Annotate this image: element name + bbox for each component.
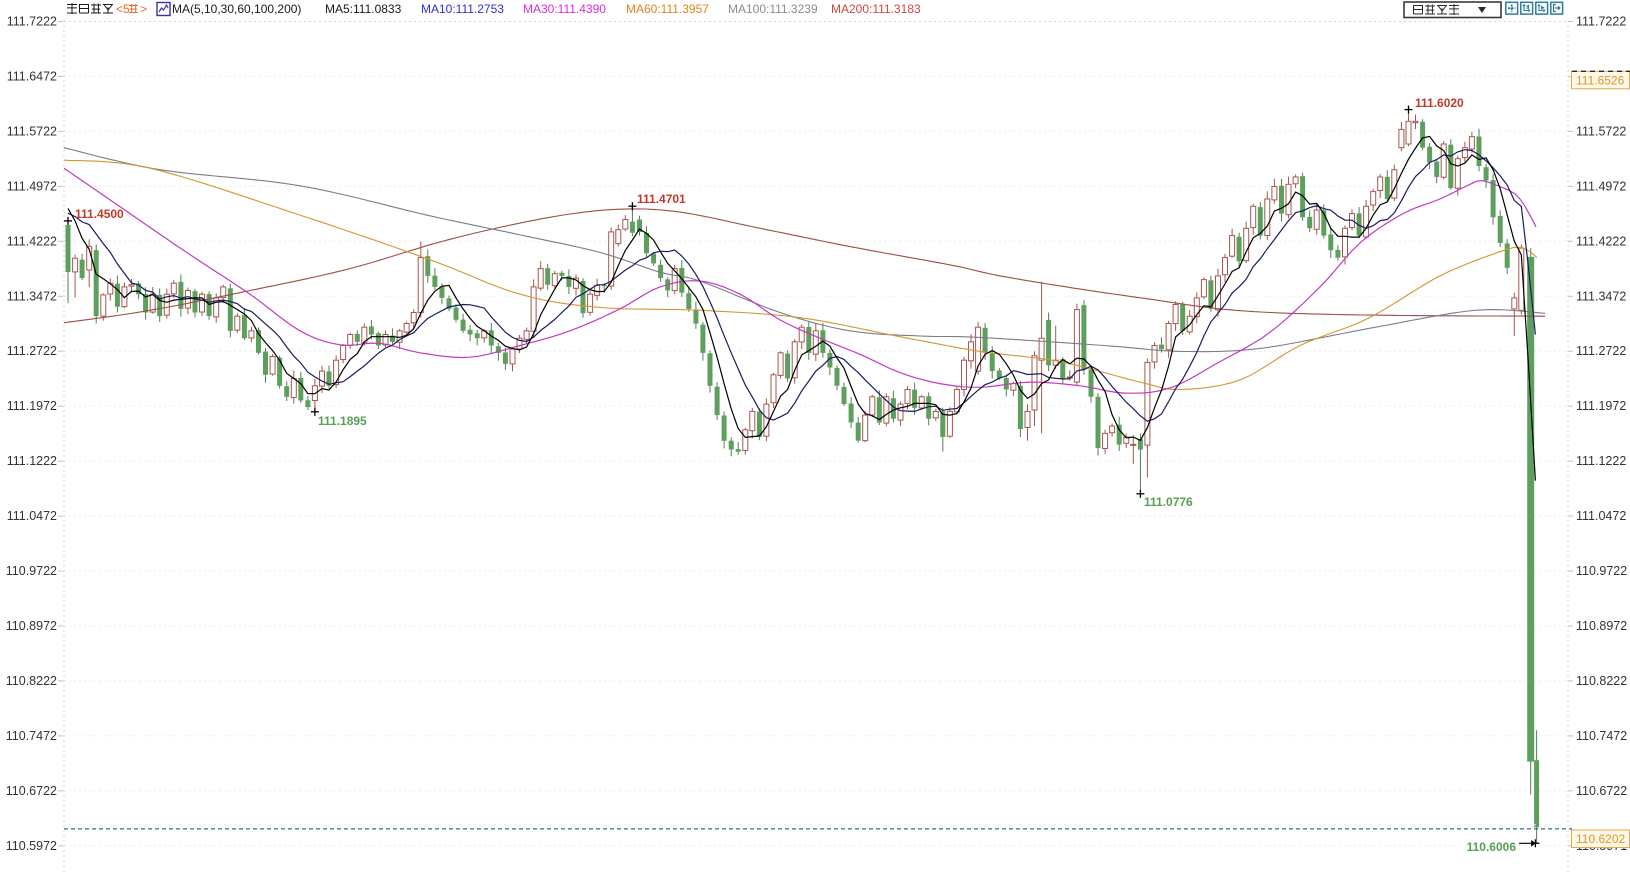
svg-text:110.8972: 110.8972 — [1576, 619, 1627, 633]
svg-text:111.0472: 111.0472 — [7, 509, 57, 523]
svg-text:111.4222: 111.4222 — [7, 234, 57, 248]
svg-text:MA200:111.3183: MA200:111.3183 — [831, 2, 921, 16]
svg-text:111.4701: 111.4701 — [637, 192, 686, 206]
svg-text:110.9722: 110.9722 — [6, 564, 57, 578]
svg-text:110.5972: 110.5972 — [6, 839, 57, 853]
svg-text:111.2722: 111.2722 — [1576, 344, 1626, 358]
svg-text:110.6722: 110.6722 — [1576, 784, 1627, 798]
svg-text:110.6006: 110.6006 — [1467, 840, 1517, 854]
svg-text:>: > — [140, 2, 147, 16]
svg-text:111.1972: 111.1972 — [1576, 399, 1626, 413]
svg-text:110.8222: 110.8222 — [6, 674, 57, 688]
svg-text:110.6202: 110.6202 — [1576, 832, 1625, 846]
svg-text:MA60:111.3957: MA60:111.3957 — [626, 2, 709, 16]
svg-text:111.4972: 111.4972 — [7, 179, 57, 193]
svg-text:111.6526: 111.6526 — [1576, 73, 1625, 87]
svg-text:111.7222: 111.7222 — [7, 15, 57, 29]
svg-text:111.7222: 111.7222 — [1576, 15, 1626, 29]
svg-text:111.6472: 111.6472 — [7, 70, 57, 84]
svg-text:110.7472: 110.7472 — [1576, 729, 1627, 743]
svg-text:111.1222: 111.1222 — [7, 454, 57, 468]
svg-text:MA(5,10,30,60,100,200): MA(5,10,30,60,100,200) — [172, 2, 301, 16]
svg-text:111.5722: 111.5722 — [1576, 124, 1626, 138]
svg-text:111.3472: 111.3472 — [1576, 289, 1626, 303]
svg-text:MA5:111.0833: MA5:111.0833 — [325, 2, 402, 16]
svg-text:110.7472: 110.7472 — [6, 729, 57, 743]
svg-text:111.2722: 111.2722 — [7, 344, 57, 358]
svg-text:111.1972: 111.1972 — [7, 399, 57, 413]
svg-text:110.9722: 110.9722 — [1576, 564, 1627, 578]
svg-text:111.1222: 111.1222 — [1576, 454, 1626, 468]
svg-text:111.1895: 111.1895 — [318, 414, 367, 428]
svg-text:111.6020: 111.6020 — [1415, 96, 1464, 110]
svg-text:MA30:111.4390: MA30:111.4390 — [523, 2, 606, 16]
svg-text:110.8972: 110.8972 — [6, 619, 57, 633]
svg-text:<5: <5 — [116, 2, 130, 16]
svg-text:MA10:111.2753: MA10:111.2753 — [421, 2, 504, 16]
svg-text:MA100:111.3239: MA100:111.3239 — [728, 2, 818, 16]
svg-text:111.5722: 111.5722 — [7, 124, 57, 138]
svg-text:111.0776: 111.0776 — [1144, 495, 1193, 509]
svg-text:110.6722: 110.6722 — [6, 784, 57, 798]
svg-text:111.4972: 111.4972 — [1576, 179, 1626, 193]
svg-text:111.4500: 111.4500 — [75, 207, 124, 221]
svg-text:111.3472: 111.3472 — [7, 289, 57, 303]
svg-text:111.4222: 111.4222 — [1576, 234, 1626, 248]
svg-text:111.0472: 111.0472 — [1576, 509, 1626, 523]
svg-text:110.8222: 110.8222 — [1576, 674, 1627, 688]
